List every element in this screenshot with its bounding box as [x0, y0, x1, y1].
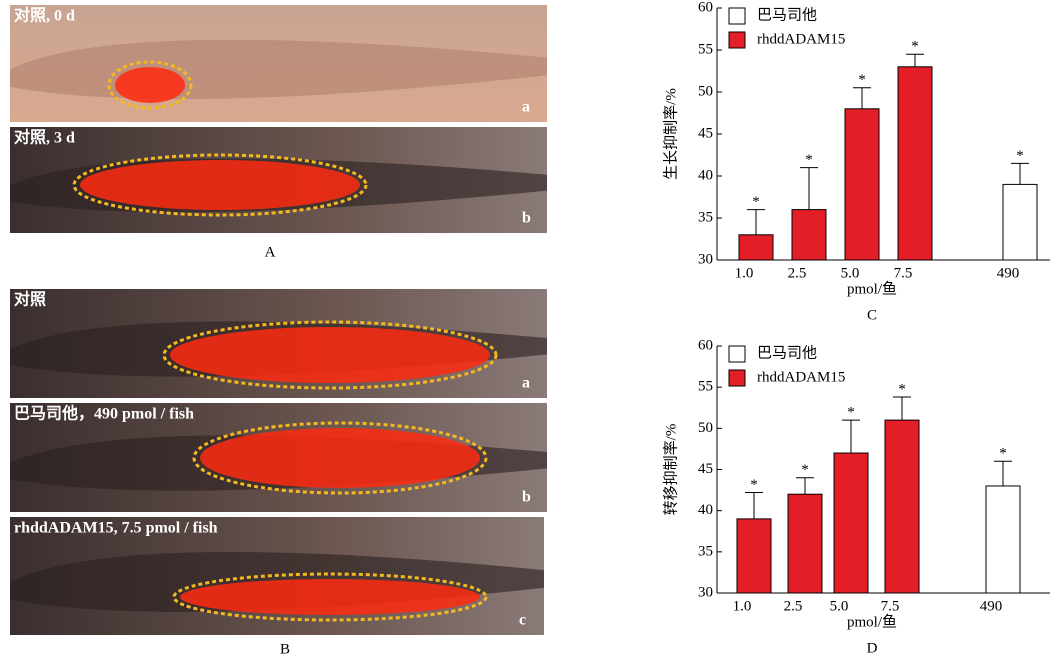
bar [787, 493, 823, 594]
panel-label: C [867, 307, 877, 323]
fluorescence [115, 67, 185, 103]
legend-swatch [728, 7, 746, 25]
charts: 30 35 40 45 50 55 60 1.0 2.5 5.0 7.5 490 pmol/鱼 C 生长抑制… [662, 0, 1050, 656]
x-tick-label: 7.5 [881, 598, 900, 614]
y-tick-label: 55 [698, 41, 713, 57]
fluorescence [180, 579, 480, 615]
legend-label: rhddADAM15 [757, 369, 845, 385]
photo-letter: a [522, 375, 530, 392]
y-tick-label: 35 [698, 543, 713, 559]
fluorescence [80, 160, 360, 210]
fluorescence [200, 428, 480, 488]
legend-label: 巴马司他 [757, 344, 817, 361]
photo-letter: b [522, 210, 531, 227]
photo-caption: 对照, 0 d [14, 6, 75, 25]
significance: * [805, 152, 813, 168]
significance: * [898, 381, 906, 397]
x-tick-label: 7.5 [894, 265, 913, 281]
outline [172, 572, 488, 622]
legend-label: 巴马司他 [757, 6, 817, 23]
y-tick-label: 45 [698, 461, 713, 477]
y-tick-label: 55 [698, 379, 713, 395]
x-tick-label: 1.0 [733, 598, 752, 614]
panel-label: B [280, 641, 290, 657]
significance: * [750, 477, 758, 493]
y-tick-label: 30 [698, 251, 713, 267]
x-tick-label: 2.5 [784, 598, 803, 614]
x-tick-label: 2.5 [788, 265, 807, 281]
outline [192, 421, 488, 495]
significance: * [1016, 148, 1024, 164]
x-axis-label: pmol/鱼 [847, 279, 897, 297]
y-axis-label: 转移抑制率/% [662, 424, 679, 516]
bar [985, 485, 1021, 594]
x-tick-label: 1.0 [735, 265, 754, 281]
photo-caption: 对照, 3 d [14, 128, 75, 147]
x-tick-label: 490 [980, 598, 1003, 614]
significance: * [999, 446, 1007, 462]
y-tick-label: 45 [698, 125, 713, 141]
outline [162, 320, 498, 390]
y-tick-label: 50 [698, 420, 713, 436]
panel-label: D [867, 640, 878, 656]
significance: * [911, 39, 919, 55]
bar [897, 66, 933, 261]
photo-caption: 对照 [14, 290, 46, 309]
legend-swatch [728, 345, 746, 363]
y-tick-label: 40 [698, 502, 713, 518]
x-tick-label: 490 [997, 265, 1020, 281]
y-tick-label: 50 [698, 83, 713, 99]
significance: * [801, 462, 809, 478]
y-tick-label: 35 [698, 209, 713, 225]
bar [833, 452, 869, 594]
bar [791, 209, 827, 261]
bar [738, 234, 774, 261]
photo-letter: b [522, 489, 531, 506]
y-axis-label: 生长抑制率/% [662, 88, 679, 180]
bar [736, 518, 772, 594]
bar [844, 108, 880, 261]
significance: * [847, 405, 855, 421]
photo-letter: c [519, 612, 526, 629]
outline [107, 60, 193, 110]
x-tick-label: 5.0 [841, 265, 860, 281]
bar [884, 419, 920, 594]
x-axis-label: pmol/鱼 [847, 612, 897, 630]
x-tick-label: 5.0 [830, 598, 849, 614]
photo-letter: a [522, 99, 530, 116]
fluorescence [170, 327, 490, 383]
y-tick-label: 40 [698, 167, 713, 183]
photo-caption: rhddADAM15, 7.5 pmol / fish [14, 520, 218, 537]
y-tick-label: 60 [698, 337, 713, 353]
outline [72, 153, 368, 217]
y-tick-label: 30 [698, 584, 713, 600]
panel-label: A [265, 244, 276, 260]
y-tick-label: 60 [698, 0, 713, 15]
photos: 对照, 0 d a 对照, 3 d b A 对照 a 巴马司他，490 pmol / fish… [10, 5, 547, 657]
significance: * [752, 194, 760, 210]
significance: * [858, 72, 866, 88]
legend-label: rhddADAM15 [757, 31, 845, 47]
legend-swatch [728, 369, 746, 387]
photo-caption: 巴马司他，490 pmol / fish [14, 404, 194, 423]
legend-swatch [728, 31, 746, 49]
bar [1002, 183, 1038, 261]
